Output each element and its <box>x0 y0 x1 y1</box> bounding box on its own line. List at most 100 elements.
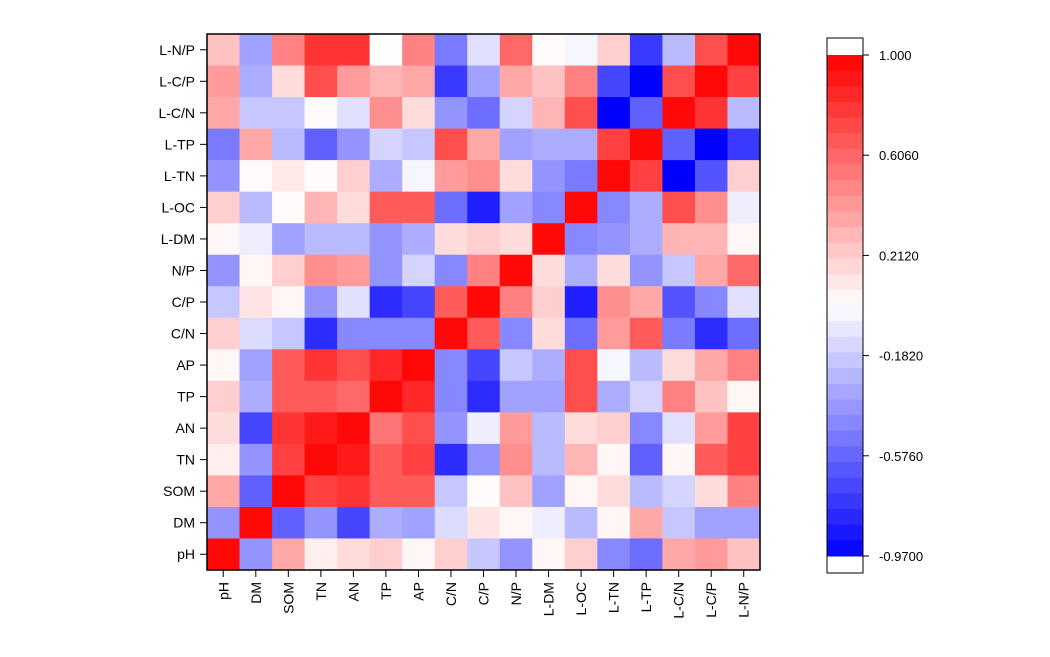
heatmap-cell <box>304 65 338 98</box>
heatmap-cell <box>662 191 696 224</box>
heatmap-cell <box>467 286 501 319</box>
heatmap-cell <box>662 97 696 130</box>
heatmap-cell <box>694 380 729 413</box>
heatmap-cell <box>337 475 371 508</box>
heatmap-cell <box>694 443 729 477</box>
colorbar-tick-label: 0.2120 <box>879 248 919 263</box>
colorbar-segment <box>827 477 863 494</box>
heatmap-cell <box>727 160 761 193</box>
colorbar-segment <box>827 524 863 541</box>
heatmap-cell <box>239 160 273 193</box>
colorbar-segment <box>827 430 863 447</box>
heatmap-cell <box>629 191 664 224</box>
heatmap-cell <box>694 128 729 161</box>
heatmap-cell <box>434 349 468 382</box>
heatmap-cell <box>532 538 566 571</box>
colorbar-segment <box>827 148 863 166</box>
heatmap-cell <box>434 34 468 67</box>
heatmap-cell <box>239 380 273 413</box>
heatmap-cell <box>402 223 436 256</box>
x-tick-label: N/P <box>508 582 524 605</box>
heatmap-cell <box>597 506 631 540</box>
y-tick-label: L-TP <box>165 136 195 152</box>
heatmap-cell <box>272 380 306 413</box>
heatmap-cell <box>434 317 468 350</box>
heatmap-cell <box>434 160 468 193</box>
heatmap-cell <box>467 380 501 413</box>
heatmap-cell <box>532 254 566 287</box>
y-tick-label: TP <box>177 389 195 405</box>
heatmap-cell <box>272 538 306 571</box>
heatmap-cell <box>402 380 436 413</box>
x-tick-label: TP <box>378 582 394 600</box>
y-tick-label: L-N/P <box>159 42 195 58</box>
colorbar-segment <box>827 117 863 134</box>
x-tick-label: AP <box>410 582 426 601</box>
heatmap-cell <box>727 317 761 350</box>
heatmap-cell <box>304 97 338 130</box>
heatmap-cell <box>694 223 729 256</box>
heatmap-cell <box>337 412 371 445</box>
heatmap-cell <box>532 65 566 98</box>
heatmap-cell <box>337 254 371 287</box>
heatmap-cell <box>434 538 468 571</box>
y-tick-label: DM <box>173 515 195 531</box>
y-tick-label: AN <box>176 420 195 436</box>
heatmap-cell <box>369 34 403 67</box>
heatmap-cell <box>727 223 761 256</box>
heatmap-cell <box>467 475 501 508</box>
heatmap-cell <box>467 412 501 445</box>
heatmap-cell <box>369 412 403 445</box>
x-tick-label: AN <box>345 582 361 601</box>
heatmap-cell <box>304 317 338 350</box>
y-tick-label: SOM <box>163 483 195 499</box>
heatmap-cell <box>369 317 403 350</box>
heatmap-cell <box>499 223 533 256</box>
colorbar-segment <box>827 462 863 479</box>
heatmap-cell <box>629 160 664 193</box>
heatmap-cell <box>272 128 306 161</box>
x-tick-label: DM <box>248 582 264 604</box>
colorbar-segment <box>827 368 863 385</box>
heatmap-cell <box>304 412 338 445</box>
heatmap-cell <box>207 223 241 256</box>
heatmap-cell <box>402 475 436 508</box>
x-tick-label: L-DM <box>541 582 557 616</box>
heatmap-cell <box>532 412 566 445</box>
heatmap-cell <box>434 128 468 161</box>
x-axis: pH DM SOM TN AN TP AP C/N C/P N/P L-DM L-OC L-TN L-TP… <box>215 570 752 619</box>
colorbar-segment <box>827 211 863 228</box>
x-tick-label: L-OC <box>573 582 589 615</box>
colorbar-tick-label: -0.9700 <box>879 549 923 564</box>
heatmap-cell <box>597 412 631 445</box>
heatmap-cell <box>662 506 696 540</box>
heatmap-cell <box>467 223 501 256</box>
heatmap-cell <box>304 506 338 540</box>
heatmap-cell <box>434 286 468 319</box>
heatmap-cell <box>304 443 338 477</box>
heatmap-cell <box>564 506 598 540</box>
heatmap-cell <box>532 160 566 193</box>
heatmap-cell <box>434 97 468 130</box>
heatmap-cell <box>564 412 598 445</box>
heatmap-cell <box>402 128 436 161</box>
colorbar-segment <box>827 305 863 322</box>
heatmap-cell <box>662 254 696 287</box>
heatmap-cell <box>727 349 761 382</box>
heatmap-cell <box>662 317 696 350</box>
colorbar-segment <box>827 383 863 400</box>
heatmap-cell <box>207 254 241 287</box>
heatmap-cell <box>239 349 273 382</box>
heatmap-cell <box>467 34 501 67</box>
heatmap-cell <box>662 443 696 477</box>
heatmap-cell <box>337 317 371 350</box>
colorbar-segment <box>827 399 863 416</box>
heatmap-cell <box>272 223 306 256</box>
colorbar: 1.000 0.6060 0.2120 -0.1820 -0.5760 -0.9700 <box>826 37 923 574</box>
heatmap-cell <box>434 380 468 413</box>
colorbar-segment <box>827 415 863 432</box>
heatmap-cell <box>369 286 403 319</box>
heatmap-cell <box>662 412 696 445</box>
heatmap-cell <box>629 349 664 382</box>
heatmap-cell <box>239 317 273 350</box>
